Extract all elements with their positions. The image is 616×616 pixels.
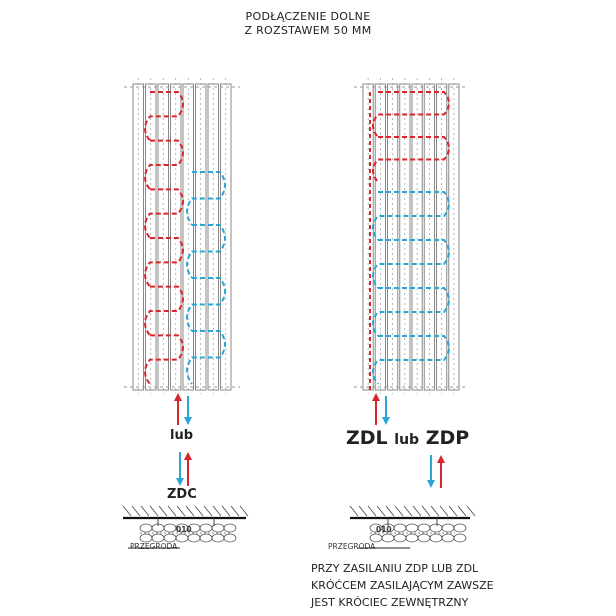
right-supply-arrow-2-head [437, 455, 445, 463]
left-partition-section-bottom [223, 533, 237, 543]
right-partition-section-bottom [453, 533, 467, 543]
right-partition-section-bottom [441, 533, 455, 543]
note-line-1: PRZY ZASILANIU ZDP LUB ZDL [311, 562, 479, 575]
right-partition-hatch [385, 505, 395, 517]
right-partition-section-top [393, 523, 407, 533]
right-partition-hatch [457, 505, 467, 517]
right-partition-hatch [358, 505, 368, 517]
left-supply-flow [144, 91, 184, 385]
left-partition-section-bottom [187, 533, 201, 543]
right-partition-section-bottom [393, 533, 407, 543]
left-partition-hatch [158, 505, 168, 517]
right-partition-section-top [405, 523, 419, 533]
left-return-arrow-2-head [176, 478, 184, 486]
left-partition-hatch [149, 505, 159, 517]
left-partition-hatch [167, 505, 177, 517]
right-partition-marker: 010 [376, 525, 392, 534]
left-partition-hatch [221, 505, 231, 517]
supply-note: PRZY ZASILANIU ZDP LUB ZDL KRÓĆCEM ZASIL… [311, 560, 494, 611]
left-partition-label: PRZEGRODA [130, 542, 178, 551]
right-return-arrow-2-head [427, 480, 435, 488]
code-zdl: ZDL [346, 427, 388, 449]
left-partition-hatch [239, 505, 249, 517]
right-partition-hatch [430, 505, 440, 517]
right-return-flow [372, 191, 450, 385]
right-partition-section-bottom [405, 533, 419, 543]
left-supply-arrow-head [174, 393, 182, 401]
diagram-title: PODŁĄCZENIE DOLNE Z ROZSTAWEM 50 MM [0, 10, 616, 38]
left-supply-arrow-2-head [184, 452, 192, 460]
left-partition-hatch [122, 505, 132, 517]
right-supply-flow [372, 91, 450, 183]
left-partition-section-bottom [151, 533, 165, 543]
title-line-1: PODŁĄCZENIE DOLNE [245, 10, 371, 23]
right-partition-section-top [417, 523, 431, 533]
left-partition-hatch [194, 505, 204, 517]
note-line-3: JEST KRÓCIEC ZEWNĘTRZNY [311, 596, 469, 609]
right-partition-hatch [466, 505, 476, 517]
left-partition-section-bottom [199, 533, 213, 543]
right-partition-section-top [429, 523, 443, 533]
right-partition-hatch [412, 505, 422, 517]
right-partition-hatch [403, 505, 413, 517]
right-supply-arrow-head [372, 393, 380, 401]
left-partition-marker: 010 [176, 525, 192, 534]
left-partition-section-bottom [175, 533, 189, 543]
right-connector-codes: ZDL lub ZDP [346, 427, 469, 449]
right-return-arrow-head [382, 417, 390, 425]
right-partition-hatch [367, 505, 377, 517]
left-partition-section-top [199, 523, 213, 533]
right-partition-hatch [421, 505, 431, 517]
left-partition-section-top [163, 523, 177, 533]
left-partition-hatch [140, 505, 150, 517]
left-partition-section-bottom [211, 533, 225, 543]
left-return-flow [186, 171, 226, 385]
right-partition-section-bottom [429, 533, 443, 543]
left-partition-hatch [230, 505, 240, 517]
right-partition-hatch [394, 505, 404, 517]
note-line-2: KRÓĆCEM ZASILAJĄCYM ZAWSZE [311, 579, 494, 592]
right-partition-section-bottom [369, 533, 383, 543]
left-partition-section-top [223, 523, 237, 533]
left-return-arrow-head [184, 417, 192, 425]
right-partition-section-top [453, 523, 467, 533]
title-line-2: Z ROZSTAWEM 50 MM [244, 24, 372, 37]
left-partition-hatch [131, 505, 141, 517]
right-partition-hatch [448, 505, 458, 517]
left-partition-section-bottom [163, 533, 177, 543]
right-partition-label: PRZEGRODA [328, 542, 376, 551]
right-partition-section-bottom [381, 533, 395, 543]
right-partition-section-bottom [417, 533, 431, 543]
code-zdp: ZDP [425, 427, 470, 449]
left-partition-hatch [185, 505, 195, 517]
right-or-label: lub [394, 432, 420, 448]
left-partition-hatch [212, 505, 222, 517]
right-partition-section-top [441, 523, 455, 533]
left-connector-code: ZDC [167, 487, 197, 502]
left-partition-section-top [139, 523, 153, 533]
right-partition-hatch [376, 505, 386, 517]
left-partition-section-bottom [139, 533, 153, 543]
left-or-label: lub [170, 428, 194, 443]
left-partition-hatch [176, 505, 186, 517]
left-partition-hatch [203, 505, 213, 517]
right-partition-hatch [349, 505, 359, 517]
right-partition-hatch [439, 505, 449, 517]
